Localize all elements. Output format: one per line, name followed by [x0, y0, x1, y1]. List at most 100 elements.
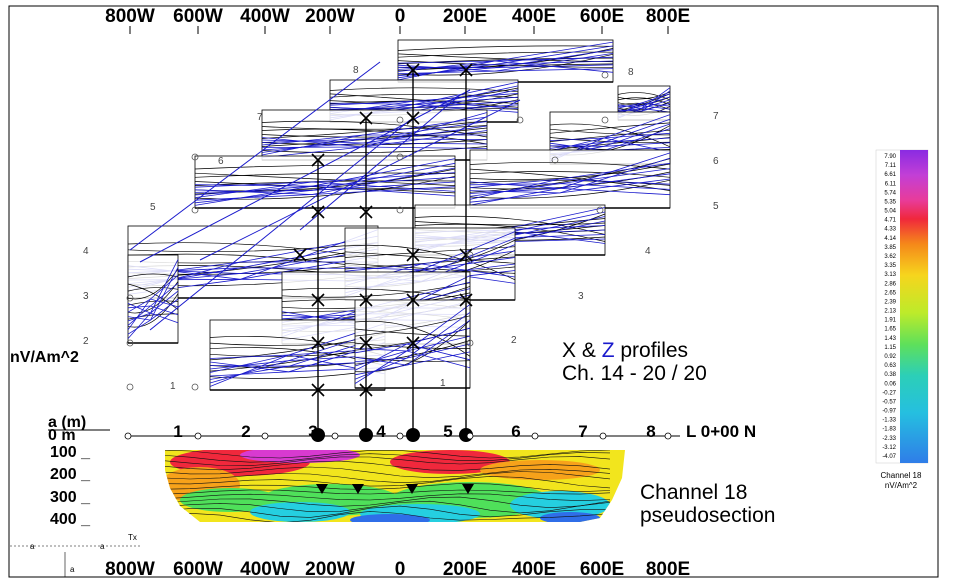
colorbar-tick-label: 6.61	[884, 172, 896, 178]
line-number-right: 3	[578, 291, 584, 302]
profile-curve-x	[127, 300, 179, 306]
x-marker	[311, 383, 325, 397]
depth-label: 300 _	[50, 489, 91, 506]
panel-frame	[194, 155, 456, 209]
line-number-right: 8	[628, 67, 634, 78]
station-dot	[331, 432, 339, 440]
top-tick-label: 400E	[512, 6, 556, 27]
station-dot	[194, 432, 202, 440]
profile-curve-x	[329, 93, 519, 98]
x-marker	[311, 153, 325, 167]
bottom-tick-label: 0	[395, 559, 406, 579]
contour-line	[165, 456, 611, 467]
colorbar-tick-label: 5.35	[884, 200, 896, 206]
x-marker	[359, 205, 373, 219]
station-label: 8	[646, 422, 655, 441]
profile-curve-x	[469, 158, 671, 193]
station-circle	[596, 206, 604, 214]
x-marker	[459, 293, 473, 307]
bottom-tick-label: 800W	[105, 559, 155, 579]
contour-line	[165, 505, 610, 518]
profile-curve-z	[469, 178, 671, 194]
line-number-right: 5	[713, 201, 719, 212]
profile-curve-x	[261, 125, 488, 130]
tx-label: Tx	[128, 533, 137, 542]
profile-curve-x	[344, 251, 516, 264]
depth-zero: 0 m	[48, 427, 76, 444]
contour-line	[165, 450, 611, 459]
bottom-tick-label: 800E	[646, 559, 690, 579]
colorbar-tick-label: 2.86	[884, 281, 896, 287]
top-tick-label: 600E	[580, 6, 624, 27]
colorbar-gradient	[900, 150, 928, 463]
colorbar-tick-label: 4.14	[884, 236, 896, 242]
station-label: 1	[173, 422, 182, 441]
corner-mark: a	[30, 542, 35, 551]
station-circle	[601, 116, 609, 124]
section-marker	[462, 484, 474, 494]
station-circle	[126, 383, 134, 391]
contour-line	[165, 476, 611, 489]
contour-line	[165, 460, 611, 471]
line-number-right: 2	[511, 335, 517, 346]
station-dot	[531, 432, 539, 440]
x-marker	[359, 336, 373, 350]
profiles-note-line2: Ch. 14 - 20 / 20	[562, 362, 707, 385]
x-marker	[311, 293, 325, 307]
profile-curve-z	[194, 184, 456, 197]
profile-curve-x	[617, 96, 671, 106]
colorbar-tick-label: 1.91	[884, 318, 896, 324]
x-marker	[359, 293, 373, 307]
station-circle	[551, 156, 559, 164]
profile-curve-x	[127, 283, 179, 310]
x-marker	[406, 293, 420, 307]
profile-panel	[194, 155, 456, 209]
corner-mark: a	[100, 542, 105, 551]
sweep-line	[129, 61, 381, 251]
top-tick-label: 200W	[305, 6, 355, 27]
colorbar-tick-label: 6.11	[885, 181, 897, 187]
x-marker	[311, 336, 325, 350]
profile-curve-z	[194, 186, 456, 195]
profile-curve-z	[354, 351, 471, 366]
profile-curve-z	[127, 303, 179, 324]
station-dot	[261, 432, 269, 440]
profile-curve-z	[397, 64, 614, 72]
colorbar-tick-label: -0.97	[882, 409, 896, 415]
profile-curve-z	[549, 137, 671, 153]
x-marker	[459, 248, 473, 262]
colorbar-tick-label: -0.27	[882, 390, 896, 396]
contour-line	[165, 471, 611, 484]
profile-curve-x	[344, 246, 516, 258]
depth-label: 200 _	[50, 466, 91, 483]
profile-curve-x	[549, 128, 671, 136]
station-label: 7	[578, 422, 587, 441]
colorbar-tick-label: 0.92	[884, 354, 896, 360]
station-circle	[396, 153, 404, 161]
profile-curve-x	[414, 221, 606, 226]
x-marker	[459, 63, 473, 77]
station-dot	[664, 432, 672, 440]
station-circle	[191, 383, 199, 391]
line-number-left: 4	[83, 246, 89, 257]
profile-curve-z	[261, 137, 488, 149]
colorbar-tick-label: 5.04	[884, 209, 896, 215]
x-marker	[311, 205, 325, 219]
top-tick-label: 0	[395, 6, 406, 27]
colorbar-tick-label: 3.13	[884, 272, 896, 278]
profile-curve-z	[397, 60, 614, 73]
station-dot	[599, 432, 607, 440]
bottom-tick-label: 200E	[443, 559, 487, 579]
electrode-dot	[406, 428, 420, 442]
station-label: 4	[376, 422, 386, 441]
profile-curve-z	[354, 343, 471, 361]
y-axis-unit: nV/Am^2	[10, 349, 79, 366]
station-circle	[396, 116, 404, 124]
profile-curve-z	[209, 354, 386, 375]
profile-curve-z	[354, 343, 471, 362]
figure-frame	[8, 5, 939, 578]
line-number-left: 7	[257, 112, 263, 123]
contour-line	[165, 500, 611, 514]
